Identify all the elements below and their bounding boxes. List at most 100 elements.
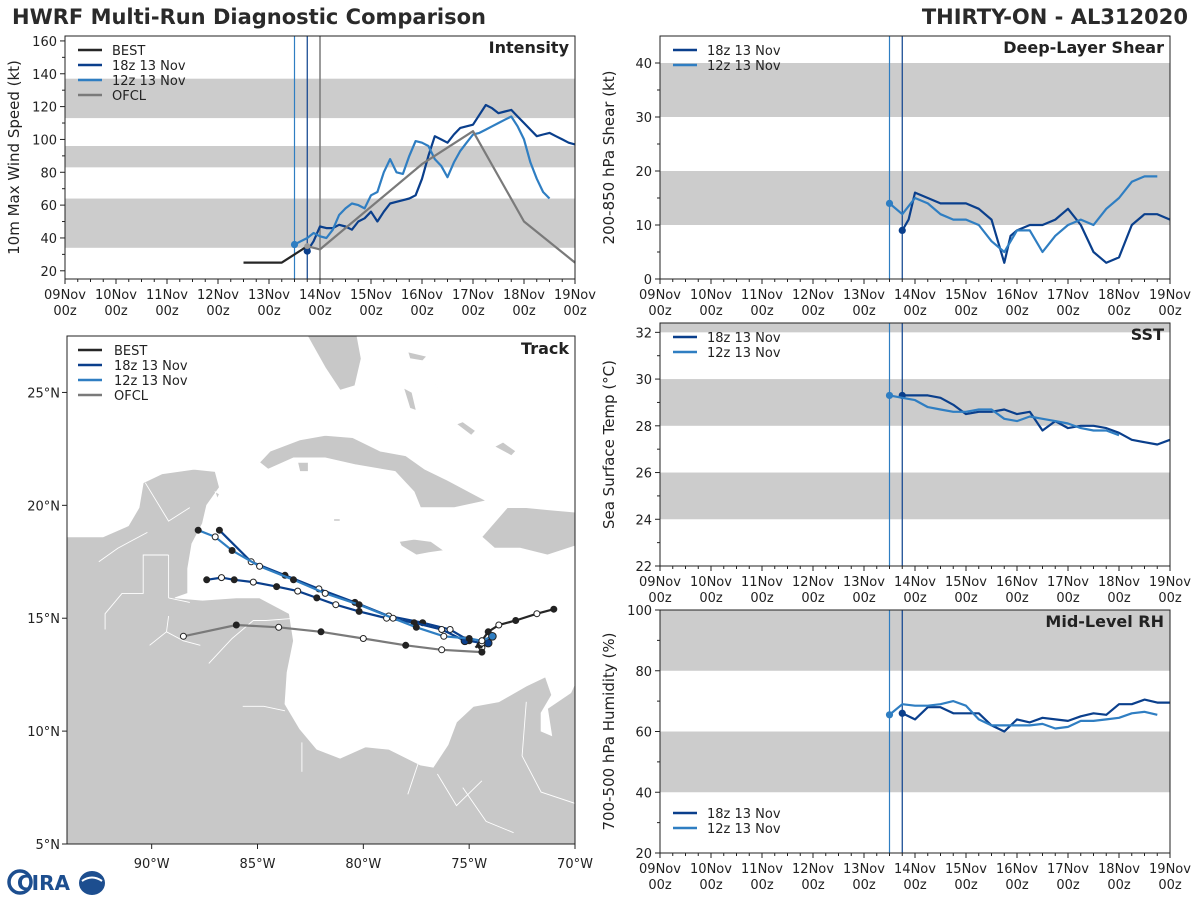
intensity-xtick-day-label: 18Nov [503, 288, 545, 303]
track-legend-label: BEST [114, 344, 147, 359]
intensity-ytick-label: 80 [40, 166, 57, 181]
track-xtick-label: 75°W [451, 857, 487, 872]
country-border-10 [144, 482, 191, 522]
shear-xtick-hour-label: 00z [1158, 304, 1182, 319]
track-point-run18 [203, 576, 211, 584]
intensity-xtick-hour-label: 00z [461, 304, 485, 319]
land-bahamas-4 [493, 441, 517, 457]
sst-xtick-hour-label: 00z [954, 591, 978, 606]
logo-globe-icon [79, 871, 105, 895]
track-point-run12 [412, 623, 420, 631]
intensity-series-start-marker-run12 [290, 240, 299, 249]
shear-xtick-day-label: 19Nov [1149, 288, 1191, 303]
rh-xtick-hour-label: 00z [699, 878, 723, 893]
track-point-run18 [294, 587, 302, 595]
land-bahamas-1 [402, 387, 417, 412]
intensity-legend-label: BEST [112, 44, 145, 59]
intensity-xtick-hour-label: 00z [155, 304, 179, 319]
track-ytick-label: 15°N [27, 612, 60, 627]
shear-series-run12 [888, 175, 1158, 254]
shear-xtick-day-label: 13Nov [843, 288, 885, 303]
sst-series-start-marker-run12 [885, 391, 894, 400]
track-ytick-label: 5°N [36, 838, 61, 853]
shear-xtick-hour-label: 00z [801, 304, 825, 319]
rh-xtick-hour-label: 00z [1005, 878, 1029, 893]
shear-xtick-day-label: 10Nov [690, 288, 732, 303]
logo-ring-icon [7, 869, 33, 895]
sst-xtick-hour-label: 00z [801, 591, 825, 606]
track-point-ofcl [232, 621, 240, 629]
intensity-series-start-marker-run18 [303, 247, 311, 255]
shear-xtick-day-label: 14Nov [894, 288, 936, 303]
intensity-ytick-label: 120 [32, 101, 57, 116]
shear-xtick-hour-label: 00z [1056, 304, 1080, 319]
sst-series-run12 [889, 394, 1120, 437]
rh-ytick-label: 100 [627, 604, 652, 619]
intensity-series-run12 [293, 115, 551, 246]
track-point-run18 [215, 526, 223, 534]
rh-xtick-day-label: 11Nov [741, 862, 783, 877]
sst-ytick-label: 24 [635, 513, 652, 528]
shear-xtick-hour-label: 00z [750, 304, 774, 319]
track-point-ofcl [275, 623, 283, 631]
sst-xtick-hour-label: 00z [1158, 591, 1182, 606]
rh-series-start-marker-run18 [898, 709, 906, 717]
sst-xtick-hour-label: 00z [1005, 591, 1029, 606]
track-legend-label: 12z 13 Nov [114, 374, 188, 389]
rh-xtick-hour-label: 00z [1056, 878, 1080, 893]
track-point-run12 [228, 547, 236, 554]
rh-xtick-hour-label: 00z [1107, 878, 1131, 893]
shear-ylabel: 200-850 hPa Shear (kt) [600, 71, 618, 245]
land-yucatan-cozumel [214, 490, 220, 500]
sst-band-1 [660, 379, 1170, 426]
sst-band-2 [660, 323, 1170, 333]
country-border-5 [208, 617, 296, 664]
land-bahamas-3 [455, 421, 477, 436]
rh-legend-label: 12z 13 Nov [707, 822, 781, 837]
rh-series-run18 [901, 698, 1170, 733]
shear-ytick-label: 0 [644, 273, 652, 288]
shear-xtick-day-label: 11Nov [741, 288, 783, 303]
sst-xtick-hour-label: 00z [750, 591, 774, 606]
sst-panel-label: SST [1131, 325, 1164, 344]
track-point-run18 [483, 638, 493, 648]
track-point-best [550, 605, 558, 613]
country-border-13 [437, 773, 483, 807]
track-point-run12 [465, 635, 473, 642]
shear-xtick-hour-label: 00z [954, 304, 978, 319]
sst-band-0 [660, 472, 1170, 520]
country-border-3 [166, 631, 201, 646]
intensity-xtick-hour-label: 00z [308, 304, 332, 319]
sst-ylabel: Sea Surface Temp (°C) [600, 360, 618, 529]
rh-band-0 [660, 731, 1170, 793]
shear-xtick-hour-label: 00z [1005, 304, 1029, 319]
rh-panel-label: Mid-Level RH [1045, 612, 1164, 631]
track-point-best [512, 617, 520, 624]
track-point-run12 [488, 632, 497, 641]
rh-xtick-hour-label: 00z [750, 878, 774, 893]
rh-xtick-day-label: 17Nov [1047, 862, 1089, 877]
sst-xtick-hour-label: 00z [699, 591, 723, 606]
shear-xtick-hour-label: 00z [648, 304, 672, 319]
track-point-run12 [321, 589, 329, 597]
track-point-ofcl [359, 635, 367, 642]
sst-xtick-hour-label: 00z [1107, 591, 1131, 606]
track-point-run12 [389, 614, 397, 622]
intensity-xtick-hour-label: 00z [512, 304, 536, 319]
sst-ytick-label: 32 [635, 326, 652, 341]
sst-xtick-day-label: 10Nov [690, 575, 732, 590]
sst-ytick-label: 22 [635, 560, 652, 575]
sst-legend-label: 12z 13 Nov [707, 346, 781, 361]
track-point-run18 [273, 583, 281, 591]
sst-xtick-hour-label: 00z [648, 591, 672, 606]
sst-xtick-day-label: 13Nov [843, 575, 885, 590]
sst-xtick-day-label: 09Nov [639, 575, 681, 590]
rh-ytick-label: 80 [635, 665, 652, 680]
intensity-xtick-day-label: 10Nov [95, 288, 137, 303]
track-lines [179, 526, 558, 656]
shear-xtick-hour-label: 00z [903, 304, 927, 319]
intensity-ytick-label: 40 [40, 232, 57, 247]
intensity-legend-label: 12z 13 Nov [112, 74, 186, 89]
shear-xtick-day-label: 18Nov [1098, 288, 1140, 303]
track-point-best [533, 610, 541, 618]
